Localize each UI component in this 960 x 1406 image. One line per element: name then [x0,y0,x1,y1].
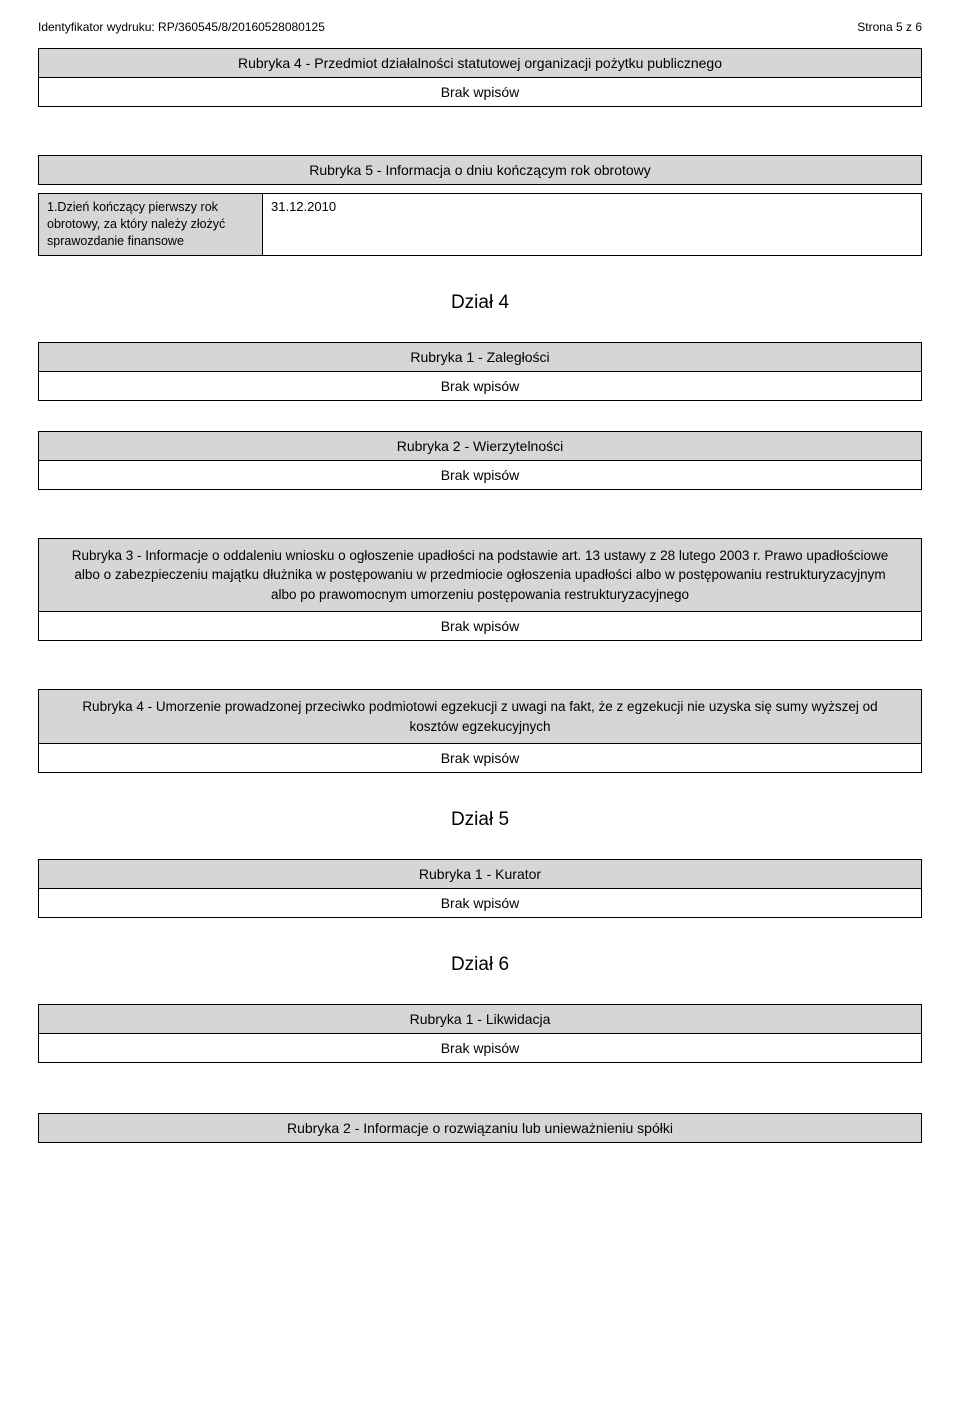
d4-rubryka-2-box: Rubryka 2 - Wierzytelności Brak wpisów [38,431,922,490]
d6-rubryka-1-body: Brak wpisów [39,1034,921,1062]
d4-rubryka-2-body: Brak wpisów [39,461,921,489]
d4-rubryka-3-title: Rubryka 3 - Informacje o oddaleniu wnios… [38,538,922,612]
d5-rubryka-1-body: Brak wpisów [39,889,921,917]
d4-rubryka-4-body: Brak wpisów [38,743,922,773]
dzial-5-heading: Dział 5 [38,809,922,831]
rubryka-5-row: 1.Dzień kończący pierwszy rok obrotowy, … [38,193,922,256]
dzial-6-heading: Dział 6 [38,954,922,976]
rubryka-5-field-value: 31.12.2010 [263,194,921,255]
d4-rubryka-1-body: Brak wpisów [39,372,921,400]
rubryka-5-field-label: 1.Dzień kończący pierwszy rok obrotowy, … [39,194,263,255]
d4-rubryka-1-box: Rubryka 1 - Zaległości Brak wpisów [38,342,922,401]
d4-rubryka-2-title: Rubryka 2 - Wierzytelności [39,432,921,461]
d5-rubryka-1-title: Rubryka 1 - Kurator [39,860,921,889]
dzial-4-heading: Dział 4 [38,292,922,314]
page-number: Strona 5 z 6 [857,20,922,34]
d6-rubryka-2-title: Rubryka 2 - Informacje o rozwiązaniu lub… [38,1113,922,1143]
print-identifier: Identyfikator wydruku: RP/360545/8/20160… [38,20,325,34]
d4-rubryka-1-title: Rubryka 1 - Zaległości [39,343,921,372]
d5-rubryka-1-box: Rubryka 1 - Kurator Brak wpisów [38,859,922,918]
rubryka-4-body: Brak wpisów [39,78,921,106]
rubryka-4-title: Rubryka 4 - Przedmiot działalności statu… [39,49,921,78]
page-header: Identyfikator wydruku: RP/360545/8/20160… [38,20,922,34]
d4-rubryka-4-title: Rubryka 4 - Umorzenie prowadzonej przeci… [38,689,922,743]
d6-rubryka-1-title: Rubryka 1 - Likwidacja [39,1005,921,1034]
d4-rubryka-3-body: Brak wpisów [38,611,922,641]
rubryka-5-title: Rubryka 5 - Informacja o dniu kończącym … [38,155,922,185]
d6-rubryka-1-box: Rubryka 1 - Likwidacja Brak wpisów [38,1004,922,1063]
rubryka-4-box: Rubryka 4 - Przedmiot działalności statu… [38,48,922,107]
